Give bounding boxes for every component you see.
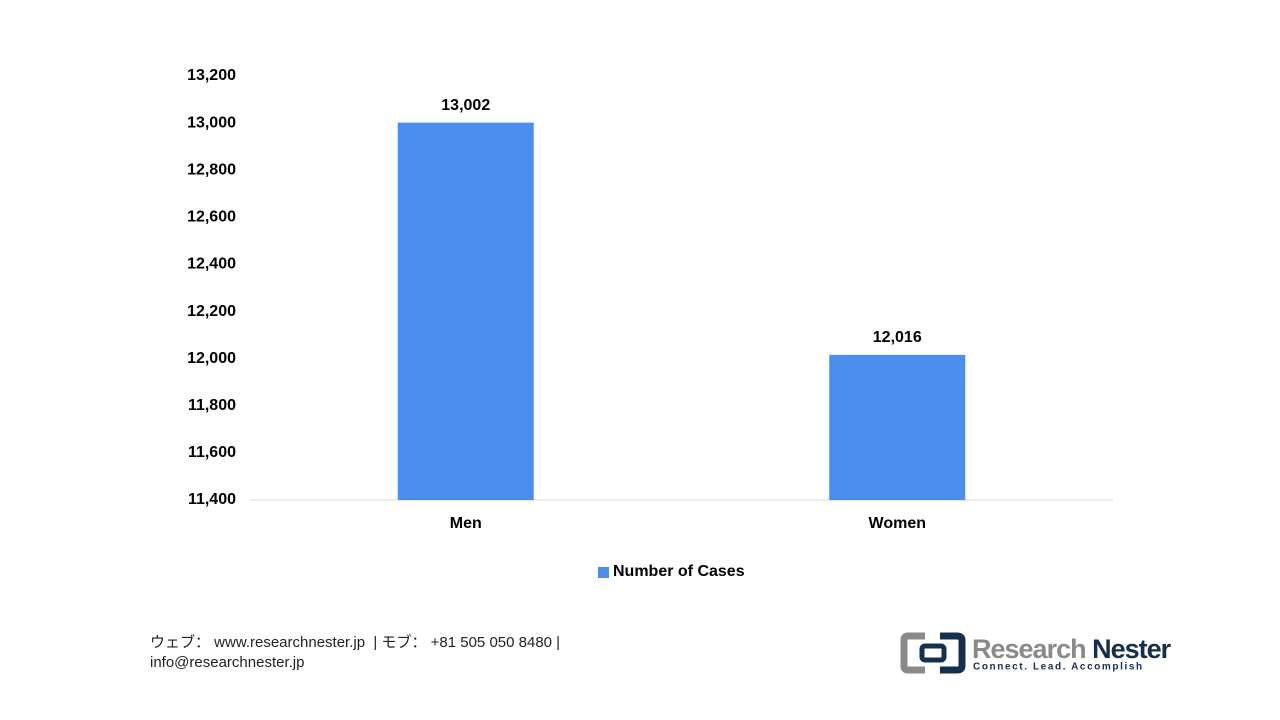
logo-name-1: Research <box>972 634 1086 664</box>
footer-email: info@researchnester.jp <box>150 654 304 671</box>
x-tick-label: Men <box>450 515 482 532</box>
value-label: 12,016 <box>873 329 922 346</box>
legend-label: Number of Cases <box>613 563 745 580</box>
footer-contact: ウェブ： www.researchnester.jp | モブ： +81 505… <box>150 633 560 651</box>
y-tick-label: 12,400 <box>187 256 236 273</box>
y-tick-label: 12,800 <box>187 161 236 178</box>
bar <box>397 122 534 500</box>
logo-name: Research Nester <box>972 634 1172 664</box>
y-tick-label: 12,000 <box>187 350 236 367</box>
y-tick-label: 12,600 <box>187 209 236 226</box>
legend-swatch <box>598 567 609 578</box>
y-tick-label: 11,800 <box>188 397 236 414</box>
logo-icon <box>900 632 966 674</box>
value-label: 13,002 <box>441 97 490 114</box>
y-tick-label: 13,200 <box>187 67 236 84</box>
logo-name-2: Nester <box>1092 634 1172 664</box>
y-tick-label: 13,000 <box>187 114 236 131</box>
y-tick-label: 11,600 <box>188 444 236 461</box>
y-tick-label: 12,200 <box>187 303 236 320</box>
x-tick-label: Women <box>869 515 926 532</box>
y-tick-label: 11,400 <box>188 491 236 508</box>
bar <box>829 354 966 500</box>
logo-tagline: Connect. Lead. Accomplish <box>973 662 1144 673</box>
